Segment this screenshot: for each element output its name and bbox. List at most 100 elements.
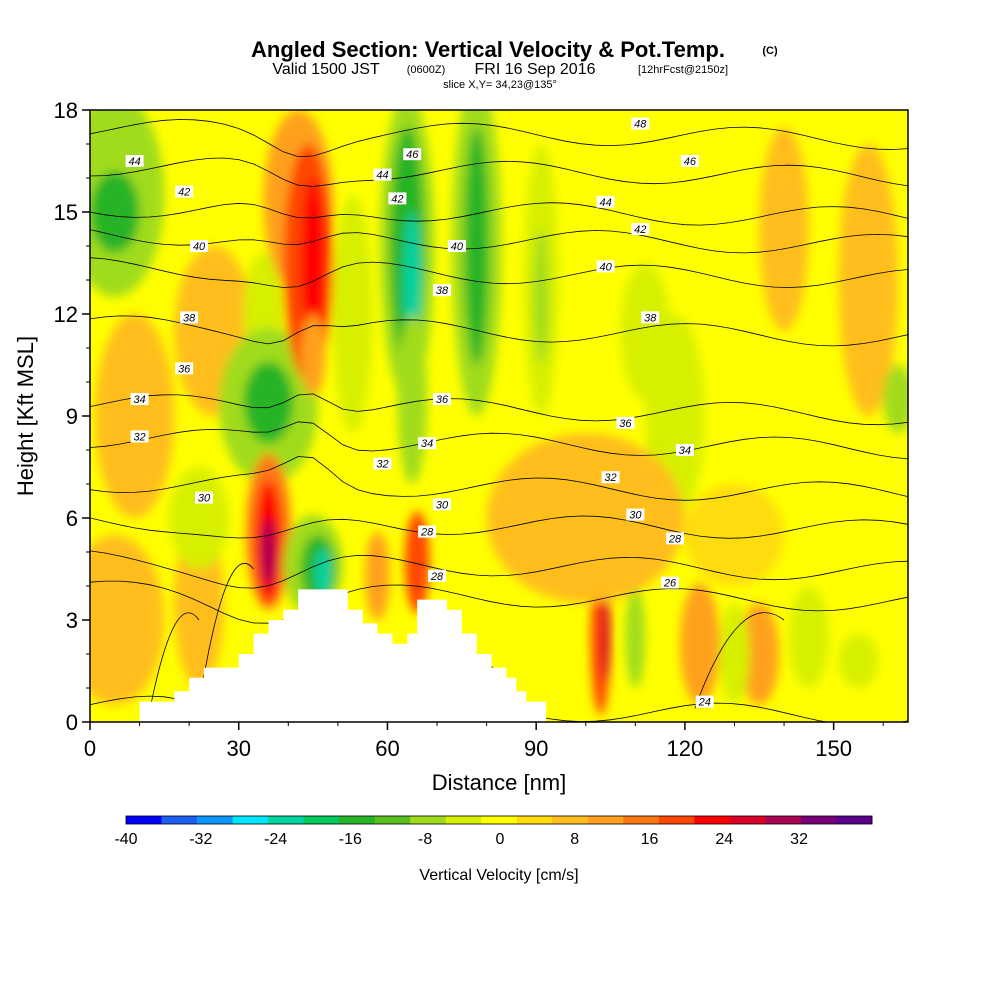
colorbar-swatch (516, 816, 553, 824)
colorbar-swatch (161, 816, 198, 824)
colorbar-swatch (232, 816, 269, 824)
contour-label: 34 (675, 444, 694, 457)
velocity-cell (261, 518, 276, 586)
colorbar-swatch (374, 816, 411, 824)
svg-text:28: 28 (430, 571, 444, 583)
contour-label: 26 (661, 576, 680, 590)
velocity-cell (684, 484, 785, 586)
velocity-cell (94, 314, 175, 518)
colorbar-tick-label: -16 (339, 831, 362, 848)
contour-label: 40 (190, 240, 209, 253)
svg-text:44: 44 (599, 197, 611, 209)
contour-label: 42 (388, 192, 407, 205)
colorbar-tick-label: -8 (418, 831, 432, 848)
svg-text:46: 46 (406, 149, 419, 161)
isentrope-line (90, 257, 908, 288)
colorbar-swatch (729, 816, 766, 824)
svg-text:34: 34 (421, 438, 433, 450)
colorbar-tick-label: 24 (715, 831, 733, 848)
velocity-cell (300, 178, 326, 348)
velocity-cell (533, 229, 549, 365)
y-tick-label: 12 (54, 302, 78, 327)
contour-label: 38 (641, 311, 660, 324)
svg-text:30: 30 (436, 499, 449, 511)
colorbar-tick-label: 32 (790, 831, 808, 848)
isentrope-line (90, 456, 908, 501)
y-tick-label: 15 (54, 200, 78, 225)
x-tick-label: 90 (524, 736, 548, 761)
velocity-cell (719, 603, 750, 705)
colorbar-swatch (303, 816, 340, 824)
colorbar-tick-label: -24 (264, 831, 287, 848)
x-tick-label: 30 (226, 736, 250, 761)
colorbar-tick-label: 16 (641, 831, 659, 848)
velocity-cell (90, 535, 165, 705)
svg-text:24: 24 (698, 697, 711, 709)
velocity-cell (243, 361, 294, 444)
svg-text:30: 30 (629, 510, 642, 522)
svg-text:36: 36 (178, 363, 191, 375)
isentrope-line (149, 612, 200, 712)
svg-text:34: 34 (133, 394, 145, 406)
colorbar-title: Vertical Velocity [cm/s] (419, 867, 578, 884)
colorbar-tick-label: -32 (189, 831, 212, 848)
terrain-mask (139, 589, 547, 722)
contour-label: 46 (680, 155, 699, 168)
svg-text:28: 28 (420, 527, 434, 539)
contour-label: 40 (447, 240, 466, 253)
svg-text:32: 32 (604, 472, 616, 484)
title-valid-time: Valid 1500 JST (272, 61, 380, 78)
contour-label: 36 (175, 362, 194, 375)
plot-area: 44 42 40 38 36 34 32 30 46 44 42 40 38 36 34 32 30 28 28 24… (90, 110, 908, 722)
contour-label: 38 (432, 284, 451, 297)
title-main: Angled Section: Vertical Velocity & Pot.… (251, 37, 725, 62)
colorbar-swatch (410, 816, 447, 824)
svg-text:42: 42 (634, 224, 646, 236)
svg-text:44: 44 (128, 156, 140, 168)
colorbar-swatch (445, 816, 482, 824)
isentrope-line (90, 119, 908, 158)
contour-label: 28 (665, 532, 684, 545)
colorbar-swatch (339, 816, 376, 824)
contour-label: 34 (418, 437, 437, 450)
velocity-cell (169, 467, 229, 569)
velocity-cell (600, 592, 611, 682)
contour-label: 48 (631, 117, 650, 131)
svg-text:38: 38 (436, 285, 449, 297)
contour-label: 44 (373, 168, 392, 182)
y-tick-label: 6 (66, 506, 78, 531)
colorbar-labels: -40 -32 -24 -16 -8 0 8 16 24 32 (114, 831, 808, 848)
y-axis-label: Height [Kft MSL] (13, 336, 38, 496)
contour-label: 40 (596, 260, 615, 273)
colorbar-tick-label: 8 (570, 831, 579, 848)
colorbar-swatch (658, 816, 695, 824)
contour-label: 32 (373, 457, 392, 471)
contour-label: 36 (616, 416, 635, 430)
colorbar-swatch (126, 816, 163, 824)
velocity-cell (332, 195, 373, 433)
y-axis: 0 3 6 9 12 15 18 (54, 98, 90, 735)
svg-text:38: 38 (644, 312, 657, 324)
colorbar-tick-label: 0 (495, 831, 504, 848)
y-tick-label: 0 (66, 710, 78, 735)
velocity-cell (759, 127, 809, 331)
colorbar-swatch (765, 816, 802, 824)
y-tick-label: 9 (66, 404, 78, 429)
colorbar-swatch (587, 816, 624, 824)
contour-label: 42 (175, 185, 194, 199)
x-axis-label: Distance [nm] (432, 770, 567, 795)
svg-text:32: 32 (376, 459, 388, 471)
velocity-cell (464, 127, 490, 365)
svg-text:28: 28 (668, 533, 682, 545)
isentrope-line (694, 612, 785, 709)
colorbar-swatch (197, 816, 234, 824)
colorbar-swatches (125, 815, 873, 825)
svg-text:26: 26 (663, 578, 677, 590)
isentrope-line (90, 157, 908, 187)
x-axis: 0 30 60 90 120 150 (84, 722, 884, 761)
colorbar-frame (125, 815, 873, 825)
velocity-cell (883, 365, 908, 433)
colorbar-swatch (800, 816, 837, 824)
velocity-cell (679, 582, 720, 705)
